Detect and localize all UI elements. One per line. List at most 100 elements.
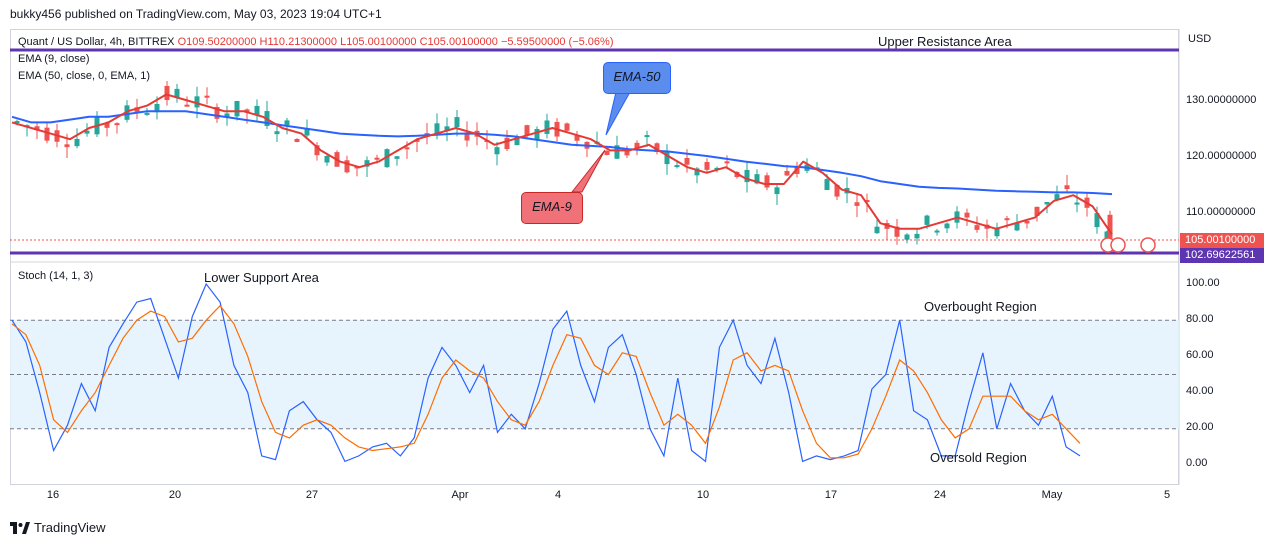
candle-body — [504, 137, 510, 150]
candle-body — [1024, 220, 1030, 224]
event-flag-icon — [1140, 237, 1156, 253]
candle-body — [284, 120, 290, 126]
candle-body — [924, 215, 930, 225]
currency-label: USD — [1188, 33, 1212, 45]
candle-body — [1074, 202, 1080, 205]
candle-body — [824, 179, 830, 191]
candle-body — [754, 174, 760, 184]
candle-body — [1104, 231, 1110, 238]
candle-body — [214, 106, 220, 119]
time-tick: 5 — [1163, 489, 1171, 501]
candle-body — [154, 103, 160, 113]
candle-body — [314, 145, 320, 156]
time-tick: 20 — [168, 489, 182, 501]
candle-body — [524, 125, 530, 136]
candle-body — [994, 227, 1000, 237]
time-tick: Apr — [451, 489, 469, 501]
candle-body — [1004, 218, 1010, 221]
candle-body — [744, 169, 750, 183]
candle-body — [234, 100, 240, 117]
candle-body — [324, 155, 330, 163]
candle-body — [964, 212, 970, 218]
legend-symbol: Quant / US Dollar, 4h, BITTREX — [18, 36, 175, 48]
tradingview-brand[interactable]: TradingView — [10, 520, 106, 535]
candle-body — [854, 202, 860, 206]
time-tick: 16 — [46, 489, 60, 501]
candle-body — [694, 168, 700, 176]
support-price-label: 102.69622561 — [1180, 248, 1264, 263]
candle-body — [934, 230, 940, 233]
candle-body — [224, 113, 230, 118]
candle-body — [1044, 202, 1050, 205]
candle-body — [624, 149, 630, 156]
candle-body — [564, 123, 570, 131]
upper-resistance-label: Upper Resistance Area — [878, 34, 1012, 49]
ema50-callout: EMA-50 — [603, 62, 671, 94]
ema50-line — [11, 110, 1113, 196]
legend-symbol-line: Quant / US Dollar, 4h, BITTREX O109.5020… — [18, 36, 614, 48]
time-tick: 10 — [696, 489, 710, 501]
candle-body — [574, 135, 580, 141]
candle-body — [514, 137, 520, 146]
candle-body — [704, 161, 710, 170]
price-tick: 130.00000000 — [1186, 94, 1257, 106]
stoch-tick: 100.00 — [1186, 277, 1220, 289]
candle-body — [1064, 185, 1070, 190]
stoch-tick: 20.00 — [1186, 421, 1214, 433]
candle-body — [244, 109, 250, 113]
candle-body — [974, 225, 980, 230]
candle-body — [644, 135, 650, 138]
oversold-label: Oversold Region — [930, 450, 1027, 465]
legend-ohlc: O109.50200000 H110.21300000 L105.0010000… — [177, 36, 614, 48]
candle-body — [144, 112, 150, 115]
candle-body — [164, 85, 170, 101]
candle-body — [784, 170, 790, 176]
candle-body — [794, 167, 800, 175]
legend-ema50[interactable]: EMA (50, close, 0, EMA, 1) — [18, 70, 151, 82]
legend-ema9[interactable]: EMA (9, close) — [18, 53, 90, 65]
candle-body — [1054, 194, 1060, 201]
time-tick: 27 — [305, 489, 319, 501]
candle-body — [464, 132, 470, 141]
overbought-label: Overbought Region — [924, 299, 1037, 314]
candle-body — [654, 143, 660, 153]
candle-body — [454, 117, 460, 128]
candle-body — [434, 123, 440, 135]
candle-body — [344, 160, 350, 173]
candle-body — [254, 105, 260, 116]
candle-body — [84, 130, 90, 134]
candle-body — [604, 150, 610, 155]
candle-body — [894, 226, 900, 237]
event-flag-icon — [1110, 237, 1126, 253]
candle-body — [194, 96, 200, 108]
candle-body — [904, 234, 910, 240]
lower-support-label: Lower Support Area — [204, 270, 319, 285]
price-tick: 120.00000000 — [1186, 150, 1257, 162]
stoch-d-line — [11, 304, 1081, 459]
candle-body — [174, 88, 180, 98]
candle-body — [274, 131, 280, 135]
candle-body — [634, 142, 640, 149]
candle-body — [1014, 222, 1020, 231]
candle-body — [614, 145, 620, 159]
candle-body — [494, 147, 500, 155]
candle-body — [534, 128, 540, 140]
candle-body — [374, 157, 380, 160]
candle-body — [1094, 213, 1100, 228]
legend-stoch[interactable]: Stoch (14, 1, 3) — [18, 270, 94, 282]
time-tick: 17 — [824, 489, 838, 501]
candle-body — [114, 123, 120, 126]
ema9-line — [11, 93, 1113, 235]
candle-body — [294, 139, 300, 142]
candle-body — [834, 184, 840, 197]
candle-body — [874, 226, 880, 234]
publish-header: bukky456 published on TradingView.com, M… — [10, 7, 382, 21]
candle-body — [44, 127, 50, 141]
stoch-tick: 80.00 — [1186, 313, 1214, 325]
candle-body — [544, 120, 550, 134]
candle-body — [364, 160, 370, 167]
ema9-callout-pointer — [570, 149, 606, 193]
ema50-callout-pointer — [605, 91, 631, 136]
candle-body — [404, 147, 410, 150]
